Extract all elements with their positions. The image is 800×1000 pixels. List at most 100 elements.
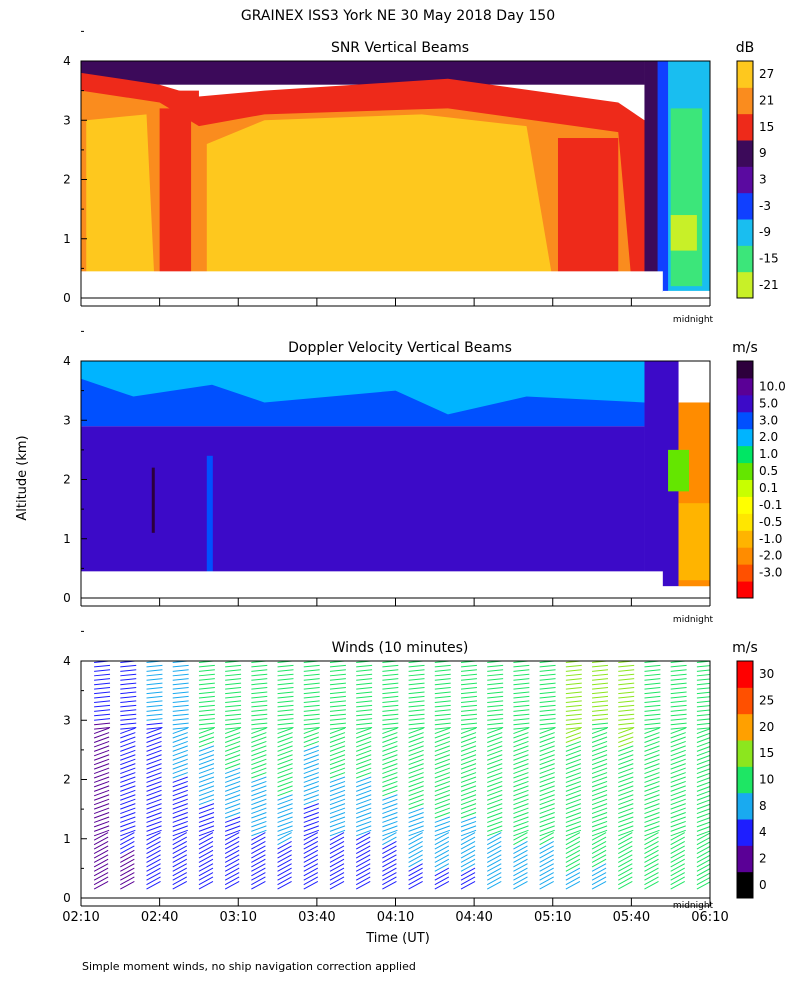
wind-barb	[696, 665, 710, 668]
wind-barb	[513, 845, 528, 855]
colorbar-segment	[737, 462, 753, 480]
wind-barb	[408, 718, 425, 721]
wind-barb	[618, 727, 635, 730]
wind-barb	[487, 732, 503, 739]
wind-barb	[592, 722, 609, 726]
wind-barb	[146, 836, 161, 846]
wind-barb	[460, 863, 476, 872]
wind-barb	[696, 705, 710, 708]
wind-barb	[591, 820, 608, 828]
y-axis-label: Altitude (km)	[15, 435, 30, 520]
wind-barb	[146, 695, 163, 699]
snr-panel-title: SNR Vertical Beams	[331, 40, 469, 56]
wind-barb	[460, 763, 477, 770]
wind-barb	[172, 722, 189, 726]
wind-barb	[120, 704, 137, 708]
wind-barb	[591, 836, 607, 846]
wind-barb	[434, 776, 451, 783]
wind-barb	[382, 695, 399, 699]
colorbar-segment	[737, 792, 753, 820]
wind-barb	[172, 678, 189, 681]
wind-barb	[670, 863, 685, 872]
wind-barb	[120, 798, 136, 806]
wind-barb	[382, 872, 397, 881]
wind-barb	[513, 836, 528, 846]
wind-barb	[670, 758, 686, 766]
x-tick-label: 04:40	[455, 910, 492, 925]
wind-barb	[251, 798, 267, 806]
wind-barb	[513, 673, 530, 677]
wind-barb	[670, 687, 687, 690]
wind-barb	[172, 841, 188, 850]
wind-barb	[120, 749, 136, 757]
wind-barb	[146, 732, 162, 739]
wind-barb	[303, 709, 320, 712]
wind-barb	[172, 669, 189, 672]
wind-barb	[251, 881, 266, 890]
wind-barb	[94, 669, 111, 672]
y-tick-label: 3	[63, 113, 71, 127]
colorbar-label: 15	[759, 746, 774, 760]
wind-barb	[513, 872, 528, 881]
wind-barb	[356, 727, 372, 735]
colorbar-label: 15	[759, 120, 774, 134]
wind-barb	[303, 789, 319, 797]
wind-barb	[460, 767, 477, 775]
wind-barb	[565, 678, 582, 681]
wind-barb	[329, 700, 346, 703]
wind-barb	[670, 849, 685, 859]
wind-barb	[565, 669, 582, 672]
wind-barb	[146, 785, 162, 792]
snr-ground-gap	[81, 271, 663, 298]
wind-barb	[172, 863, 188, 872]
wind-barb	[93, 732, 110, 739]
wind-barb	[251, 816, 267, 823]
wind-barb	[277, 876, 292, 886]
wind-barb	[539, 767, 555, 775]
wind-barb	[382, 812, 398, 819]
wind-barb	[618, 776, 634, 783]
wind-barb	[591, 732, 608, 739]
wind-barb	[277, 732, 293, 739]
wind-barb	[487, 718, 504, 721]
wind-barb	[329, 664, 346, 668]
wind-barb	[644, 785, 660, 792]
wind-barb	[355, 845, 371, 855]
wind-barb	[644, 798, 660, 806]
wind-barb	[565, 767, 582, 775]
wind-barb	[539, 807, 555, 815]
wind-barb	[696, 881, 710, 890]
wind-barb	[434, 881, 450, 890]
wind-barb	[382, 713, 399, 717]
wind-barb	[565, 836, 581, 846]
colorbar-segment	[737, 766, 753, 794]
wind-barb	[487, 829, 503, 837]
wind-barb	[277, 700, 294, 703]
colorbar-frame	[736, 660, 754, 899]
wind-barb	[696, 763, 710, 770]
wind-barb	[146, 704, 163, 708]
wind-barb	[565, 881, 581, 890]
wind-barb	[329, 763, 346, 770]
x-tick-label: 02:10	[62, 910, 99, 925]
snr-x-axis	[80, 298, 711, 307]
wind-barb	[618, 691, 635, 695]
wind-barb	[696, 832, 710, 841]
wind-barb	[434, 825, 451, 832]
wind-barb	[460, 678, 477, 681]
wind-barb	[120, 854, 135, 863]
wind-barb	[592, 673, 609, 677]
wind-barb	[277, 727, 294, 730]
wind-barb	[198, 820, 215, 828]
wind-barb	[591, 825, 608, 832]
colorbar-segment	[737, 245, 753, 273]
wind-barb	[670, 713, 687, 717]
wind-barb	[329, 745, 346, 752]
wind-barb	[460, 669, 477, 672]
wind-barb	[382, 858, 397, 868]
wind-barb	[277, 709, 294, 712]
wind-barb	[487, 727, 503, 735]
wind-barb	[93, 758, 110, 766]
wind-barb	[513, 732, 529, 739]
wind-barb	[251, 807, 267, 815]
